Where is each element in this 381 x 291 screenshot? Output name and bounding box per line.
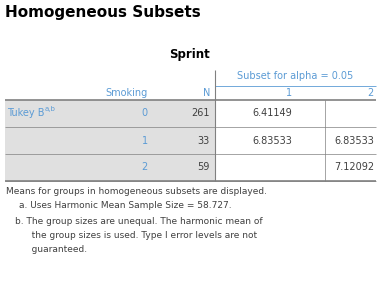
- Text: 1: 1: [286, 88, 292, 98]
- Bar: [5, 100, 215, 127]
- Bar: [5, 154, 215, 181]
- Bar: [5, 127, 215, 154]
- Text: 59: 59: [198, 162, 210, 173]
- Text: Homogeneous Subsets: Homogeneous Subsets: [5, 5, 201, 20]
- Bar: [215, 127, 376, 154]
- Text: a,b: a,b: [45, 106, 56, 111]
- Text: Sprint: Sprint: [170, 48, 210, 61]
- Text: 7.12092: 7.12092: [334, 162, 374, 173]
- Text: Smoking: Smoking: [106, 88, 148, 98]
- Bar: [215, 154, 376, 181]
- Text: 261: 261: [192, 109, 210, 118]
- Text: 2: 2: [142, 162, 148, 173]
- Text: 1: 1: [142, 136, 148, 146]
- Bar: [215, 100, 376, 127]
- Text: 33: 33: [198, 136, 210, 146]
- Text: Tukey B: Tukey B: [7, 109, 45, 118]
- Text: a. Uses Harmonic Mean Sample Size = 58.727.: a. Uses Harmonic Mean Sample Size = 58.7…: [19, 201, 232, 210]
- Text: 2: 2: [368, 88, 374, 98]
- Text: guaranteed.: guaranteed.: [23, 245, 87, 254]
- Text: 6.83533: 6.83533: [252, 136, 292, 146]
- Text: Subset for alpha = 0.05: Subset for alpha = 0.05: [237, 71, 354, 81]
- Text: N: N: [203, 88, 210, 98]
- Text: Means for groups in homogeneous subsets are displayed.: Means for groups in homogeneous subsets …: [6, 187, 267, 196]
- Text: b. The group sizes are unequal. The harmonic mean of: b. The group sizes are unequal. The harm…: [15, 217, 263, 226]
- Text: 6.83533: 6.83533: [334, 136, 374, 146]
- Text: 6.41149: 6.41149: [252, 109, 292, 118]
- Text: 0: 0: [142, 109, 148, 118]
- Text: the group sizes is used. Type I error levels are not: the group sizes is used. Type I error le…: [23, 231, 257, 240]
